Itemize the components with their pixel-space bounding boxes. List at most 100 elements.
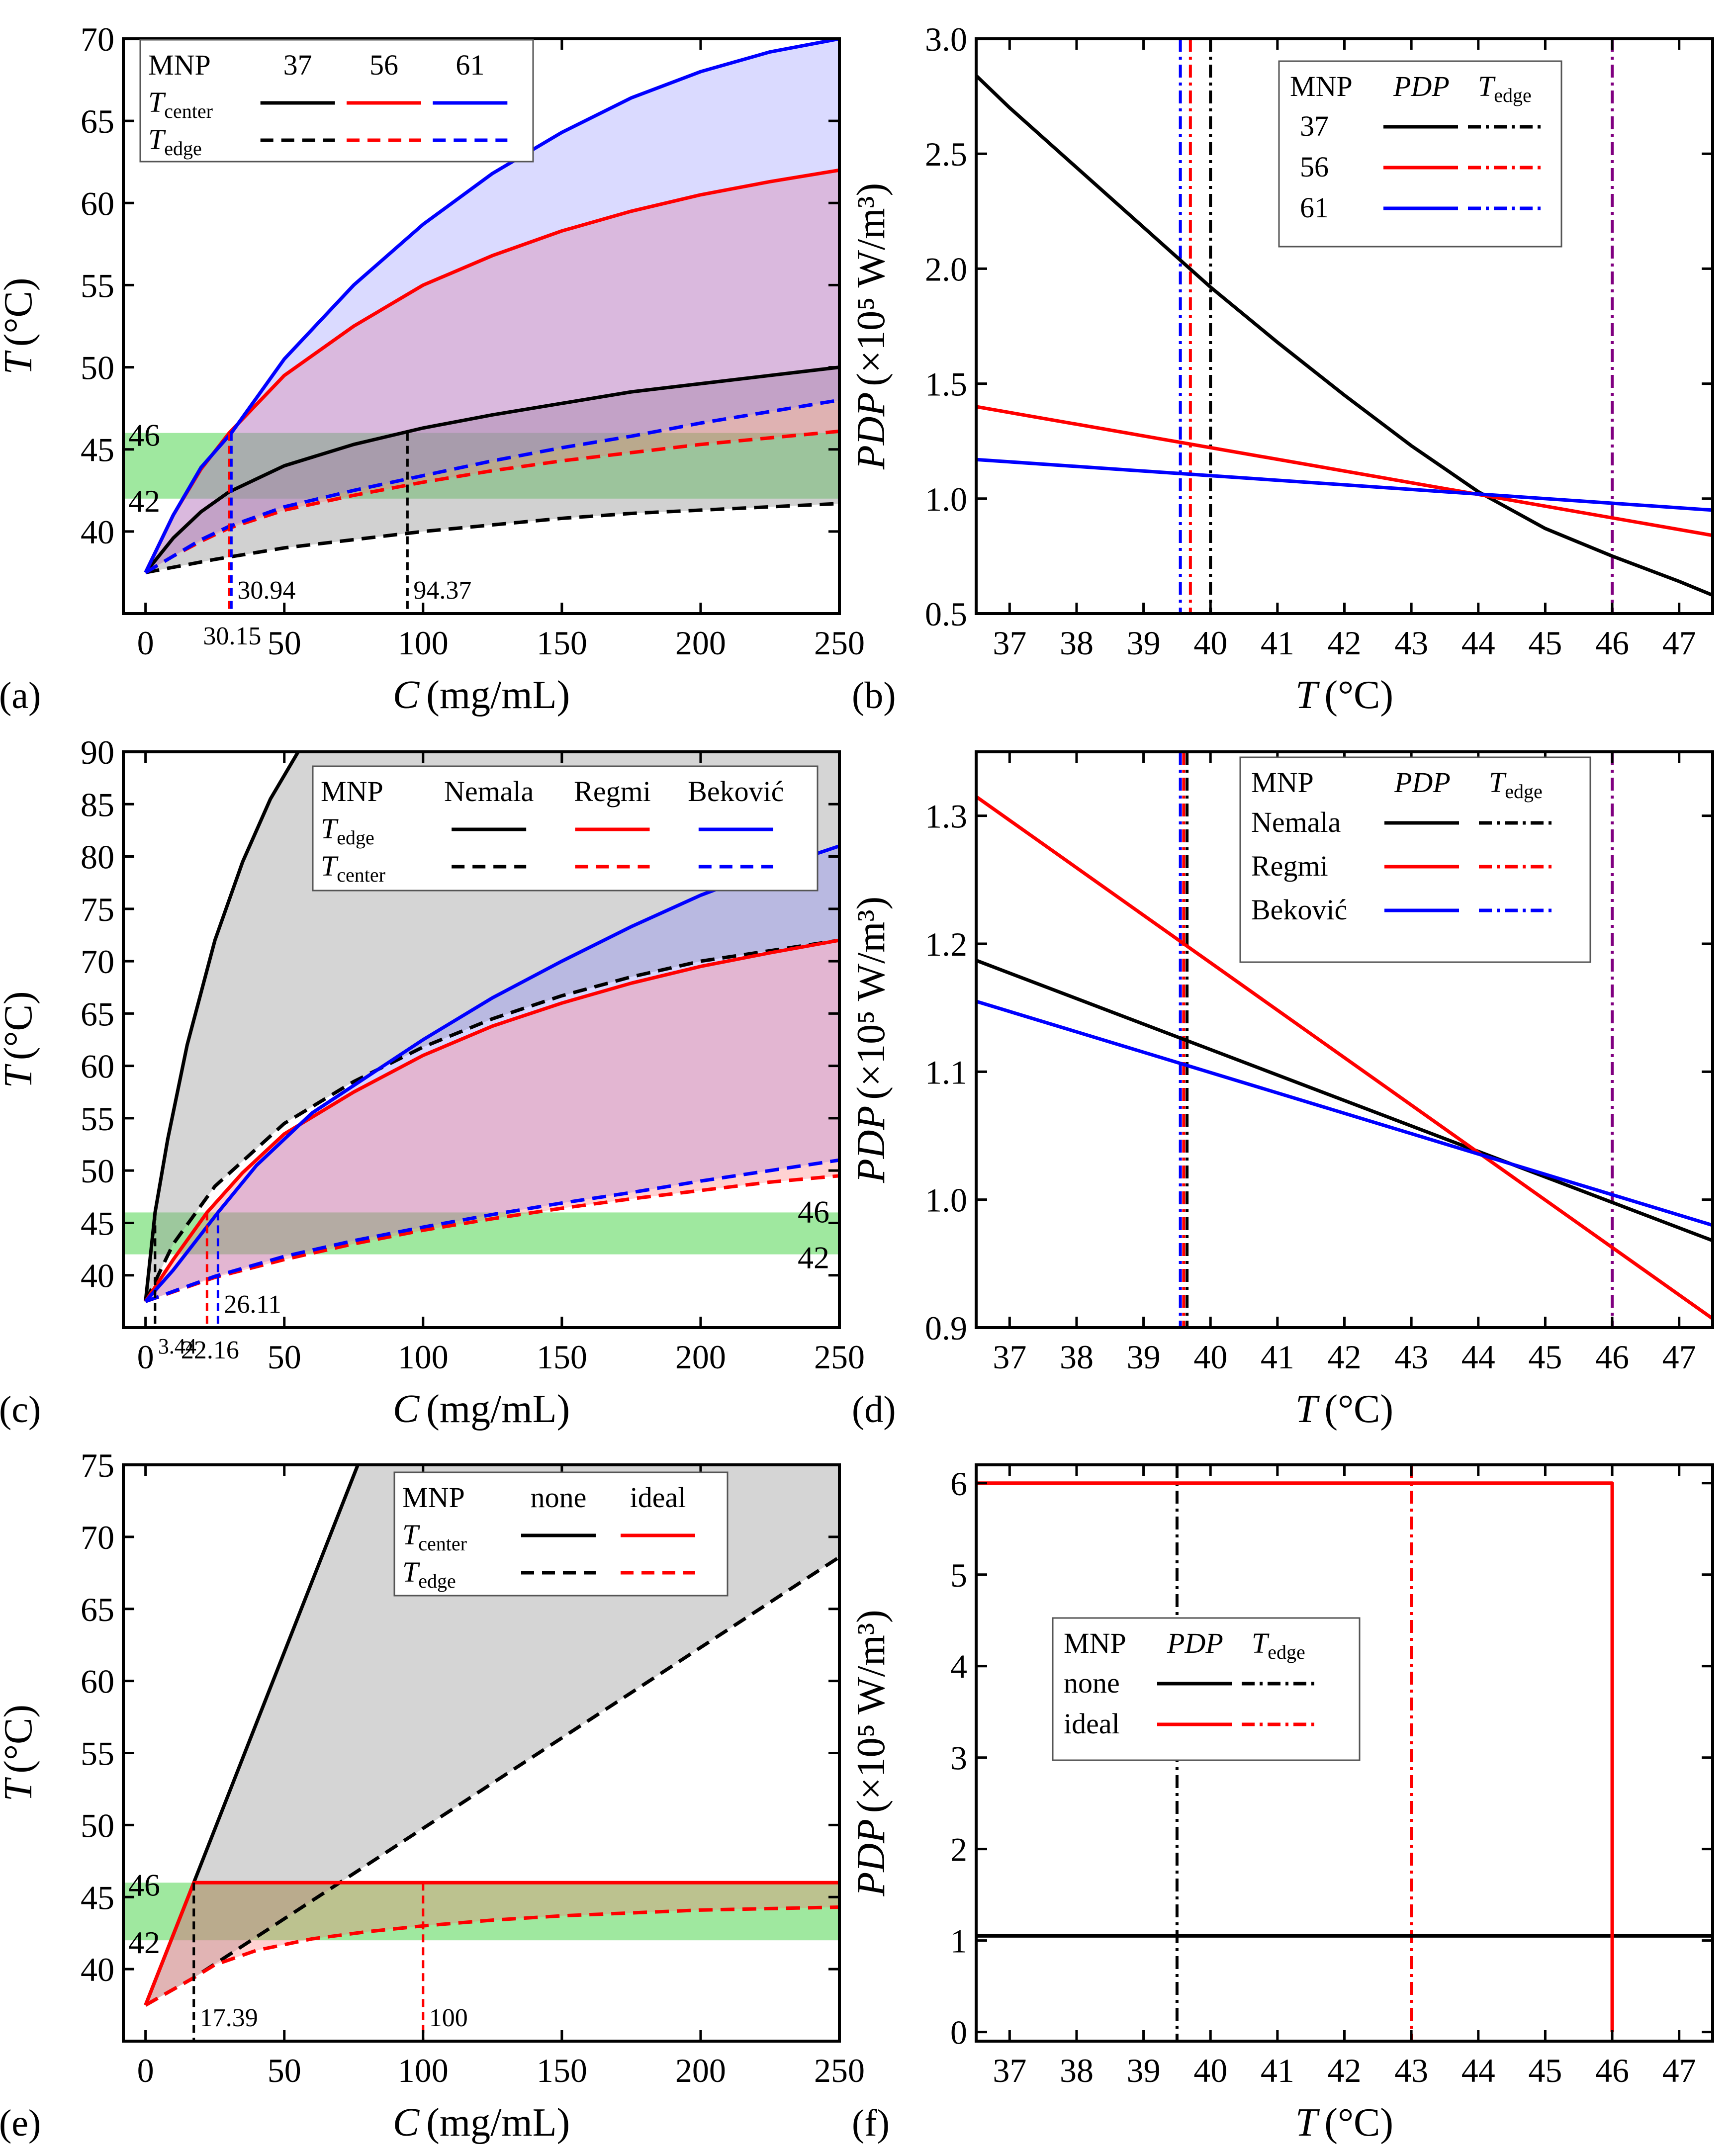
x-axis-title: C (mg/mL) (393, 1387, 570, 1431)
band-label-high: 46 (798, 1194, 829, 1229)
y-tick-label: 45 (81, 1204, 114, 1242)
x-tick-label: 37 (993, 1338, 1026, 1376)
legend-row-main: T (402, 1519, 420, 1551)
legend-row-label: 56 (1300, 151, 1329, 183)
legend-row-label: Tcenter (148, 86, 213, 122)
panel-b: 37 38 39 40 41 42 43 44 45 46 47 0.5 1.0 1.5 2.0 2.5 3.0… (849, 20, 1714, 717)
legend-row-main: T (321, 850, 339, 882)
y-axis-title-var: T (0, 1064, 40, 1088)
legend-header: MNP (402, 1481, 465, 1514)
threshold-marker-label: 22.16 (181, 1336, 239, 1364)
y-tick-label: 70 (81, 1519, 114, 1556)
y-tick-label: 90 (81, 733, 114, 771)
x-tick-label: 47 (1662, 624, 1696, 662)
legend-row-label: Tcenter (321, 850, 385, 886)
x-axis-title-unit: (mg/mL) (426, 1387, 570, 1431)
x-axis-title-var: C (393, 2101, 420, 2145)
legend-row-sub: edge (418, 1570, 456, 1592)
x-tick-label: 50 (268, 2052, 301, 2089)
y-tick-label: 0 (950, 2014, 967, 2052)
legend-header-pdp: PDP (1394, 766, 1451, 799)
series-line (976, 1481, 1614, 2032)
legend-header-sub: edge (1494, 84, 1532, 106)
x-tick-label: 43 (1394, 1338, 1428, 1376)
legend-row-label: Tedge (321, 812, 374, 849)
x-tick-label: 200 (675, 624, 726, 662)
legend-column-label: 61 (456, 49, 484, 81)
legend-row-sub: edge (337, 826, 374, 849)
legend-header-tedge: Tedge (1478, 70, 1532, 106)
x-tick-label: 38 (1060, 2052, 1094, 2089)
y-tick-label: 75 (81, 1446, 114, 1484)
x-tick-label: 200 (675, 2052, 726, 2089)
band-label-high: 46 (128, 418, 160, 453)
x-axis-title-unit: (°C) (1324, 2101, 1393, 2145)
y-tick-label: 65 (81, 102, 114, 140)
y-axis-title-unit: (×10⁵ W/m³) (849, 897, 893, 1100)
axes-frame (122, 37, 841, 615)
x-axis-title-var: C (393, 1387, 420, 1431)
x-tick-label: 0 (137, 624, 154, 662)
y-axis-title: T (°C) (0, 277, 40, 374)
legend-column-label: none (531, 1481, 587, 1514)
fill-region (145, 940, 839, 1302)
y-axis-title-unit: (×10⁵ W/m³) (849, 1610, 893, 1813)
legend-row-sub: center (337, 864, 385, 886)
x-axis-title-var: T (1295, 1387, 1320, 1431)
y-tick-label: 40 (81, 513, 114, 551)
x-tick-label: 44 (1461, 624, 1495, 662)
y-tick-label: 4 (950, 1648, 967, 1686)
x-tick-label: 43 (1394, 2052, 1428, 2089)
y-axis-title-var: PDP (849, 392, 893, 470)
legend-header-pdp: PDP (1393, 70, 1450, 102)
x-tick-label: 44 (1461, 2052, 1495, 2089)
y-axis-title-var: PDP (849, 1106, 893, 1184)
x-tick-label: 37 (993, 2052, 1026, 2089)
x-axis-title-unit: (°C) (1324, 1387, 1393, 1431)
legend-column-label: 37 (283, 49, 312, 81)
legend-header-tedge: Tedge (1252, 1627, 1305, 1663)
legend-header-main: T (1489, 766, 1507, 799)
y-tick-label: 80 (81, 838, 114, 876)
series-line (144, 938, 839, 1302)
series-line (144, 752, 300, 1302)
y-tick-label: 60 (81, 1663, 114, 1701)
x-tick-label: 41 (1261, 1338, 1294, 1376)
y-axis-title-var: PDP (849, 1819, 893, 1897)
y-tick-label: 60 (81, 184, 114, 222)
legend-row-label: Tcenter (402, 1519, 467, 1555)
y-tick-label: 2 (950, 1831, 967, 1869)
legend-box (1052, 1617, 1361, 1761)
x-axis-title: T (°C) (1295, 2101, 1393, 2145)
legend: MNP PDP Tedge none ideal (1052, 1617, 1361, 1761)
legend-row-sub: center (418, 1532, 467, 1555)
x-tick-label: 37 (993, 624, 1026, 662)
x-axis-title-unit: (mg/mL) (426, 2101, 570, 2145)
x-tick-label: 250 (814, 2052, 865, 2089)
x-tick-label: 41 (1261, 624, 1294, 662)
panel-c: 0 50 100 150 200 250 40 45 50 55 60 65 70 75 80 85 90 C (m… (0, 733, 865, 1431)
y-tick-label: 3 (950, 1739, 967, 1777)
legend-row-label: Nemala (1251, 806, 1341, 838)
panel-e: 0 50 100 150 200 250 40 45 50 55 60 65 70 75 C (mg/mL) T… (0, 1446, 865, 2145)
x-tick-label: 38 (1060, 624, 1094, 662)
therapeutic-band (123, 1883, 839, 1941)
x-axis-title-var: T (1295, 673, 1320, 717)
y-axis-title-unit: (×10⁵ W/m³) (849, 183, 893, 386)
threshold-marker-label: 17.39 (200, 2004, 258, 2032)
y-tick-label: 85 (81, 786, 114, 823)
x-tick-label: 39 (1127, 624, 1161, 662)
x-tick-label: 46 (1595, 1338, 1629, 1376)
threshold-marker-label: 30.94 (237, 576, 295, 605)
legend: MNP PDP Tedge 37 56 61 (1278, 60, 1562, 248)
y-tick-label: 50 (81, 349, 114, 387)
series-line (976, 959, 1713, 1243)
band-label-low: 42 (128, 483, 160, 519)
x-tick-label: 44 (1461, 1338, 1495, 1376)
x-tick-label: 46 (1595, 624, 1629, 662)
plot-area (976, 752, 1713, 1328)
x-tick-label: 150 (537, 1338, 587, 1376)
series-line (144, 365, 839, 574)
